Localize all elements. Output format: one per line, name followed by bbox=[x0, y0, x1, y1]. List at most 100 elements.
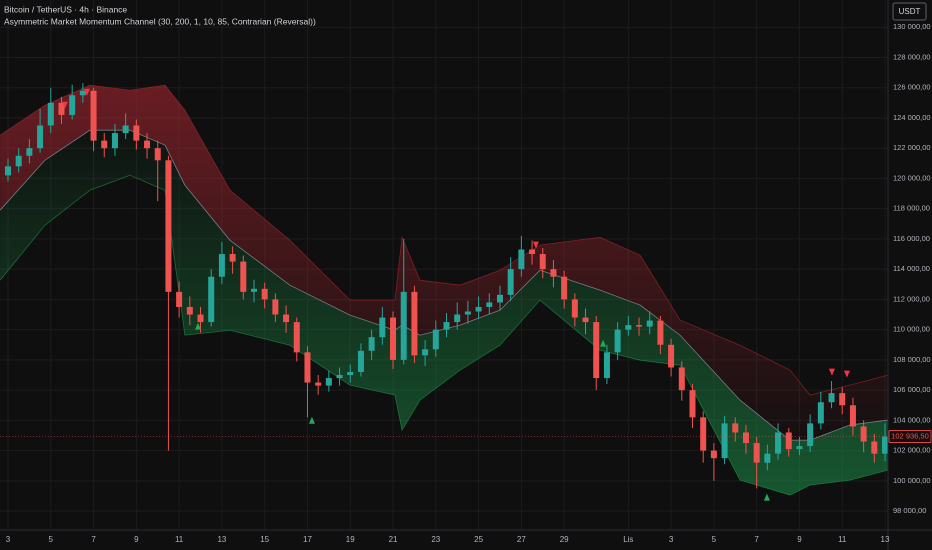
currency-label[interactable]: USDT bbox=[899, 7, 921, 16]
candle-body bbox=[849, 405, 856, 427]
candle-body bbox=[15, 155, 22, 167]
candle-body bbox=[828, 393, 835, 403]
y-tick-label: 116 000,00 bbox=[893, 234, 930, 243]
candle-body bbox=[69, 95, 76, 115]
x-tick-label: 17 bbox=[303, 535, 312, 544]
candle-body bbox=[422, 349, 429, 356]
chart-title: Bitcoin / TetherUS · 4h · Binance bbox=[4, 4, 127, 14]
candle-body bbox=[154, 148, 161, 161]
candle-body bbox=[486, 302, 493, 307]
candle-body bbox=[807, 423, 814, 447]
y-tick-label: 126 000,00 bbox=[893, 83, 931, 92]
candle-body bbox=[475, 306, 482, 312]
candle-body bbox=[700, 417, 707, 451]
x-tick-label: 5 bbox=[49, 535, 54, 544]
candle-body bbox=[668, 344, 675, 368]
middle-line bbox=[0, 129, 889, 441]
upper-band-area bbox=[0, 85, 888, 441]
y-tick-label: 122 000,00 bbox=[893, 143, 931, 152]
candle-body bbox=[325, 378, 332, 386]
candle-body bbox=[603, 352, 610, 379]
y-tick-label: 112 000,00 bbox=[893, 294, 930, 303]
last-price-label: 102 936,50 bbox=[891, 431, 929, 440]
candle-body bbox=[432, 329, 439, 350]
y-tick-label: 100 000,00 bbox=[893, 476, 931, 485]
candle-body bbox=[657, 320, 664, 345]
candle-body bbox=[764, 453, 771, 463]
candle-body bbox=[710, 450, 717, 459]
candle-body bbox=[133, 125, 140, 141]
candle-body bbox=[229, 254, 236, 262]
candle-body bbox=[186, 306, 193, 315]
candle-body bbox=[785, 432, 792, 450]
candle-body bbox=[454, 314, 461, 323]
candle-body bbox=[817, 402, 824, 424]
candle-body bbox=[197, 314, 204, 323]
plot-area bbox=[0, 83, 889, 501]
candle-body bbox=[742, 432, 749, 444]
candle-body bbox=[5, 166, 11, 176]
candle-body bbox=[571, 299, 578, 318]
lower-band-area bbox=[0, 130, 888, 496]
y-tick-label: 106 000,00 bbox=[893, 385, 931, 394]
candle-body bbox=[561, 276, 568, 300]
currency-button[interactable] bbox=[892, 2, 927, 21]
candle-body bbox=[111, 133, 118, 149]
sell-signal bbox=[61, 101, 68, 109]
y-tick-label: 110 000,00 bbox=[893, 325, 930, 334]
x-tick-label: 27 bbox=[517, 535, 526, 544]
x-tick-label: 21 bbox=[389, 535, 398, 544]
candle-body bbox=[122, 125, 129, 134]
candle-body bbox=[464, 311, 471, 315]
candle-body bbox=[165, 160, 172, 292]
candle-body bbox=[101, 140, 108, 149]
candle-body bbox=[529, 249, 536, 255]
x-tick-label: 23 bbox=[431, 535, 440, 544]
sell-signal bbox=[843, 370, 850, 378]
y-tick-label: 98 000,00 bbox=[893, 506, 926, 515]
y-tick-label: 128 000,00 bbox=[893, 52, 931, 61]
candle-body bbox=[347, 371, 354, 376]
x-tick-label: 15 bbox=[260, 535, 269, 544]
buy-signal bbox=[600, 339, 607, 347]
candle-body bbox=[26, 148, 33, 156]
candle-body bbox=[47, 102, 54, 126]
x-tick-label: 9 bbox=[797, 535, 802, 544]
y-tick-label: 124 000,00 bbox=[893, 113, 931, 122]
candle-body bbox=[208, 276, 215, 323]
y-tick-label: 104 000,00 bbox=[893, 415, 931, 424]
sell-signal bbox=[828, 368, 835, 376]
candle-body bbox=[218, 254, 225, 277]
candle-body bbox=[721, 423, 728, 459]
candle-body bbox=[496, 294, 503, 303]
candle-body bbox=[411, 291, 418, 356]
candle-body bbox=[272, 299, 279, 315]
x-tick-label: 13 bbox=[217, 535, 226, 544]
x-tick-label: 5 bbox=[712, 535, 717, 544]
x-tick-label: Lis bbox=[623, 535, 633, 544]
sell-signal bbox=[83, 88, 90, 96]
candle-body bbox=[796, 446, 803, 450]
candle-body bbox=[518, 249, 525, 270]
x-tick-label: 9 bbox=[134, 535, 139, 544]
x-tick-label: 25 bbox=[474, 535, 483, 544]
y-tick-label: 114 000,00 bbox=[893, 264, 930, 273]
buy-signal bbox=[194, 322, 201, 330]
y-tick-label: 108 000,00 bbox=[893, 355, 931, 364]
x-tick-label: 19 bbox=[346, 535, 355, 544]
candle-body bbox=[871, 441, 878, 454]
candle-body bbox=[625, 325, 632, 330]
candle-body bbox=[582, 317, 589, 323]
candle-body bbox=[315, 382, 322, 386]
candle-body bbox=[614, 329, 621, 353]
buy-signal bbox=[308, 416, 315, 424]
candle-body bbox=[144, 140, 151, 149]
candle-body bbox=[336, 375, 343, 379]
x-tick-label: 7 bbox=[91, 535, 96, 544]
candle-body bbox=[636, 325, 643, 327]
candle-body bbox=[732, 423, 739, 433]
sell-signal bbox=[532, 241, 539, 249]
axes: 98 000,00 100 000,00 102 000,00 104 000,00 1… bbox=[6, 22, 932, 544]
